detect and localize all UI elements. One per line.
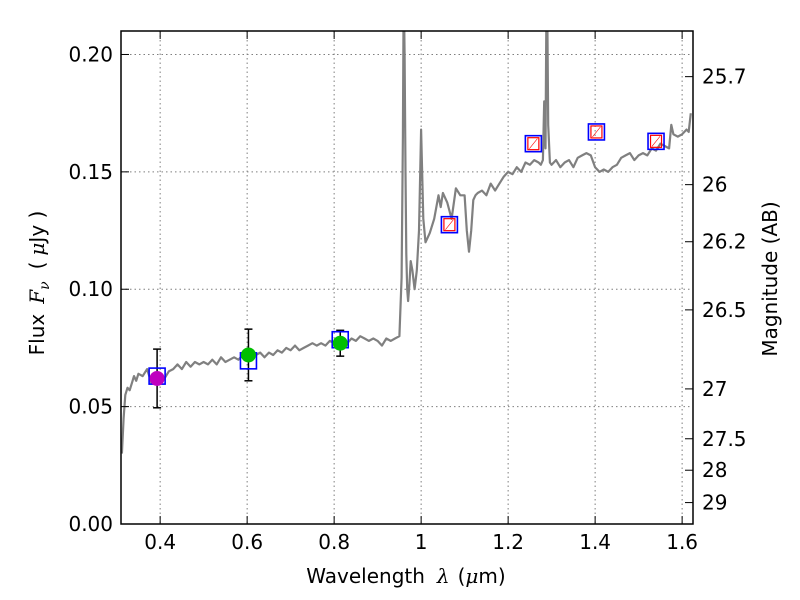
model-square-marker bbox=[647, 132, 665, 151]
x-tick-label: 1.4 bbox=[579, 530, 611, 554]
photometry-point-7 bbox=[647, 132, 665, 151]
photometry-point-2 bbox=[239, 328, 258, 382]
mag-tick-label: 26.5 bbox=[702, 298, 747, 322]
upper-limit-slash bbox=[651, 136, 661, 147]
x-tick-label: 0.8 bbox=[318, 530, 350, 554]
upper-limit-marker bbox=[649, 134, 663, 148]
x-axis-symbol: λ bbox=[436, 564, 450, 588]
y2-axis-title: Magnitude (AB) bbox=[758, 201, 782, 356]
mag-tick-label: 27.5 bbox=[702, 427, 747, 451]
grid-lines bbox=[121, 31, 693, 524]
mag-tick-label: 26 bbox=[702, 173, 727, 197]
mag-tick-label: 26.2 bbox=[702, 230, 747, 254]
x-tick-label: 1.6 bbox=[666, 530, 698, 554]
y-axis-subscript: ν bbox=[37, 281, 53, 290]
mag-tick-label: 27 bbox=[702, 377, 727, 401]
upper-limit-slash bbox=[445, 219, 454, 230]
photometry-point-6 bbox=[587, 123, 606, 141]
x-tick-label: 0.4 bbox=[144, 530, 176, 554]
y-tick-label: 0.10 bbox=[68, 277, 113, 301]
y-axis-unit-rest: Jy ) bbox=[25, 211, 49, 245]
plot-frame bbox=[120, 30, 694, 525]
photometry-points bbox=[148, 123, 665, 409]
observed-marker bbox=[149, 370, 165, 386]
model-square-marker bbox=[587, 123, 606, 141]
x-tick-label: 1.2 bbox=[492, 530, 524, 554]
upper-limit-marker bbox=[443, 218, 456, 232]
x-axis-unit-open: ( bbox=[458, 564, 466, 588]
x-axis-unit-rest: m) bbox=[478, 564, 505, 588]
photometry-point-1 bbox=[148, 348, 166, 409]
x-axis-title: Wavelength λ (μm) bbox=[306, 564, 505, 588]
y-axis-label: Flux bbox=[25, 314, 49, 356]
y-axis-unit-open: ( bbox=[25, 262, 49, 270]
upper-limit-marker bbox=[527, 137, 540, 151]
photometry-point-3 bbox=[331, 329, 350, 357]
y-tick-label: 0.00 bbox=[68, 512, 113, 536]
axis-ticks: 0.4 0.6 0.8 1 1.2 1.4 1.6 0.00 0.05 0.10 0.15 0.20 2… bbox=[68, 31, 747, 554]
x-tick-label: 1 bbox=[415, 530, 428, 554]
model-square-marker bbox=[440, 215, 459, 234]
x-axis-label: Wavelength bbox=[306, 564, 425, 588]
y-tick-label: 0.15 bbox=[68, 160, 113, 184]
spectrum-line bbox=[121, 31, 692, 454]
mag-tick-label: 25.7 bbox=[702, 65, 747, 89]
y-tick-label: 0.20 bbox=[68, 42, 113, 66]
y-tick-label: 0.05 bbox=[68, 395, 113, 419]
photometry-point-4 bbox=[440, 215, 459, 234]
photometry-point-5 bbox=[524, 134, 543, 153]
observed-marker bbox=[332, 335, 348, 351]
mag-tick-label: 29 bbox=[702, 491, 727, 515]
y-axis-title: Flux Fν ( μJy ) bbox=[25, 211, 53, 356]
spectrum-layer bbox=[121, 31, 692, 454]
y-axis-symbol: F bbox=[25, 289, 49, 305]
upper-limit-slash bbox=[592, 126, 601, 138]
observed-marker bbox=[240, 347, 256, 363]
model-square-marker bbox=[524, 134, 543, 153]
upper-limit-marker bbox=[590, 125, 603, 139]
y-axis-unit-mu: μ bbox=[25, 243, 49, 256]
axes-frame bbox=[120, 30, 694, 525]
upper-limit-slash bbox=[529, 138, 538, 149]
x-axis-unit-mu: μ bbox=[465, 564, 478, 588]
x-tick-label: 0.6 bbox=[231, 530, 263, 554]
mag-tick-label: 28 bbox=[702, 458, 727, 482]
